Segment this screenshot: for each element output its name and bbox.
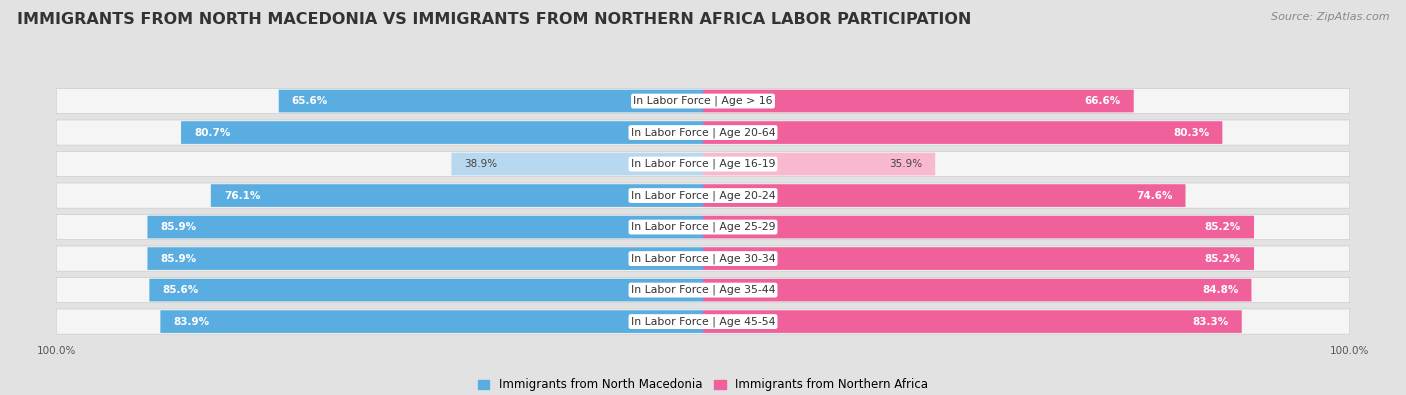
FancyBboxPatch shape [703,153,935,175]
FancyBboxPatch shape [181,121,703,144]
FancyBboxPatch shape [148,247,703,270]
Text: 83.9%: 83.9% [173,317,209,327]
FancyBboxPatch shape [278,90,703,113]
FancyBboxPatch shape [703,247,1254,270]
Text: 85.9%: 85.9% [160,254,197,263]
Text: 85.6%: 85.6% [162,285,198,295]
Text: 80.3%: 80.3% [1173,128,1209,137]
Text: 66.6%: 66.6% [1084,96,1121,106]
FancyBboxPatch shape [211,184,703,207]
Text: In Labor Force | Age 16-19: In Labor Force | Age 16-19 [631,159,775,169]
Text: 38.9%: 38.9% [464,159,498,169]
FancyBboxPatch shape [56,309,1350,334]
FancyBboxPatch shape [56,246,1350,271]
FancyBboxPatch shape [451,153,703,175]
Text: 80.7%: 80.7% [194,128,231,137]
FancyBboxPatch shape [703,184,1185,207]
FancyBboxPatch shape [56,277,1350,303]
Legend: Immigrants from North Macedonia, Immigrants from Northern Africa: Immigrants from North Macedonia, Immigra… [472,374,934,395]
FancyBboxPatch shape [703,90,1133,113]
Text: In Labor Force | Age 20-24: In Labor Force | Age 20-24 [631,190,775,201]
FancyBboxPatch shape [703,216,1254,239]
Text: Source: ZipAtlas.com: Source: ZipAtlas.com [1271,12,1389,22]
FancyBboxPatch shape [56,120,1350,145]
FancyBboxPatch shape [56,151,1350,177]
Text: In Labor Force | Age 20-64: In Labor Force | Age 20-64 [631,127,775,138]
Text: 85.2%: 85.2% [1205,254,1241,263]
Text: 76.1%: 76.1% [224,190,260,201]
Text: In Labor Force | Age 45-54: In Labor Force | Age 45-54 [631,316,775,327]
Text: 83.3%: 83.3% [1192,317,1229,327]
FancyBboxPatch shape [56,88,1350,114]
Text: 65.6%: 65.6% [291,96,328,106]
FancyBboxPatch shape [149,279,703,301]
Text: 85.2%: 85.2% [1205,222,1241,232]
Text: 84.8%: 84.8% [1202,285,1239,295]
Text: In Labor Force | Age > 16: In Labor Force | Age > 16 [633,96,773,106]
Text: In Labor Force | Age 25-29: In Labor Force | Age 25-29 [631,222,775,232]
FancyBboxPatch shape [56,214,1350,240]
FancyBboxPatch shape [160,310,703,333]
Text: 85.9%: 85.9% [160,222,197,232]
Text: 35.9%: 35.9% [889,159,922,169]
Text: In Labor Force | Age 35-44: In Labor Force | Age 35-44 [631,285,775,295]
Text: 74.6%: 74.6% [1136,190,1173,201]
FancyBboxPatch shape [703,279,1251,301]
FancyBboxPatch shape [703,310,1241,333]
Text: In Labor Force | Age 30-34: In Labor Force | Age 30-34 [631,253,775,264]
FancyBboxPatch shape [56,183,1350,208]
FancyBboxPatch shape [703,121,1222,144]
FancyBboxPatch shape [148,216,703,239]
Text: IMMIGRANTS FROM NORTH MACEDONIA VS IMMIGRANTS FROM NORTHERN AFRICA LABOR PARTICI: IMMIGRANTS FROM NORTH MACEDONIA VS IMMIG… [17,12,972,27]
